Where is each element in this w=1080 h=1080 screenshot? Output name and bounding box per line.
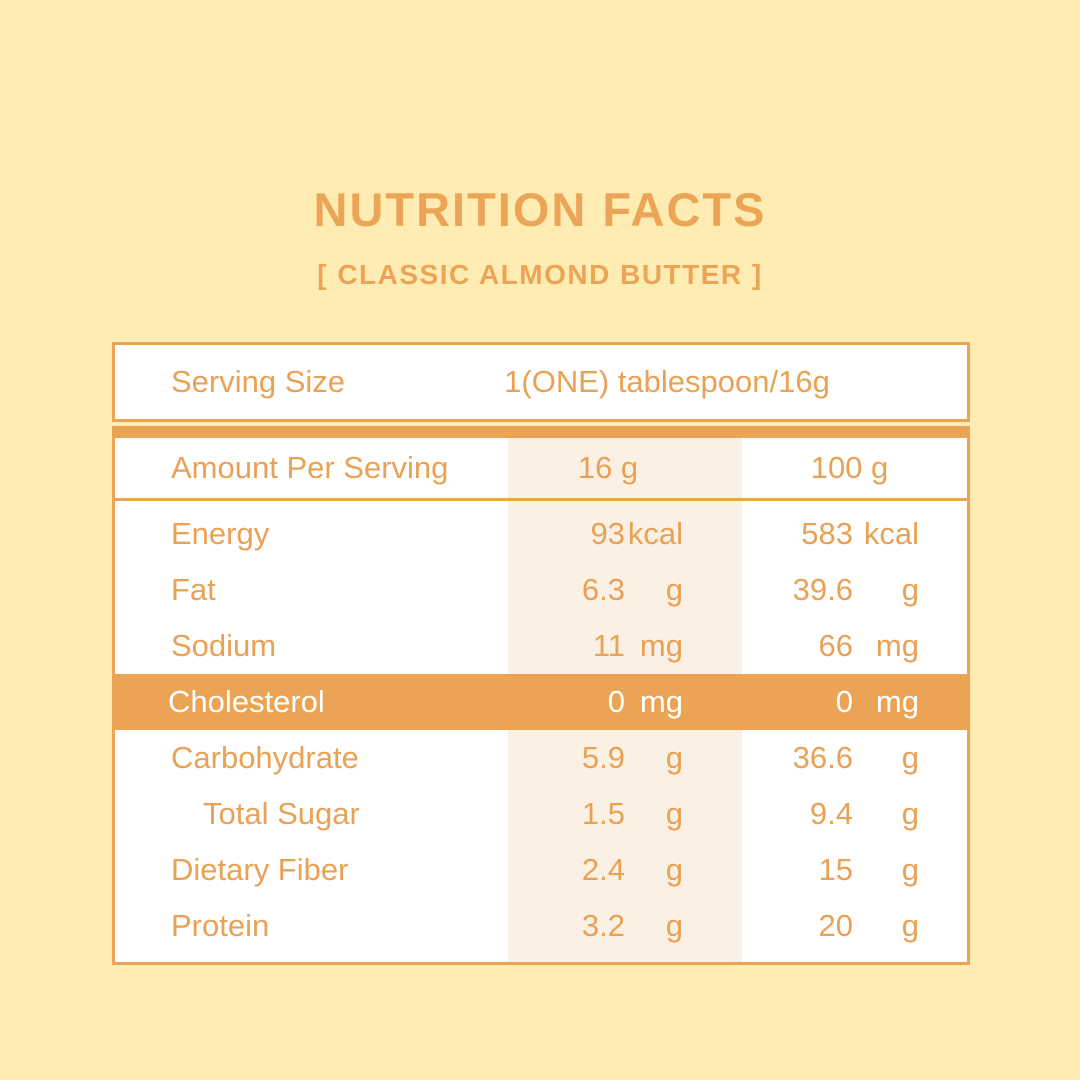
nutrition-label-card: Serving Size 1(ONE) tablespoon/16g Amoun… bbox=[112, 342, 970, 965]
unit-100g: mg bbox=[875, 628, 919, 663]
amount-100g: 15 bbox=[818, 852, 853, 887]
amount-16g: 3.2 bbox=[581, 908, 625, 943]
nutrient-label: Sodium bbox=[171, 628, 277, 663]
amount-100g: 583 bbox=[801, 516, 853, 551]
nutrient-label: Energy bbox=[171, 516, 270, 551]
value-per-16g: 6.3 g bbox=[508, 572, 742, 608]
page-title: NUTRITION FACTS bbox=[313, 183, 767, 236]
table-row: Sodium 11 mg 66 mg bbox=[115, 618, 967, 674]
value-per-16g: 93 kcal bbox=[508, 516, 742, 552]
unit-100g: mg bbox=[875, 684, 919, 719]
unit-100g: g bbox=[901, 852, 919, 887]
thick-divider bbox=[112, 426, 970, 435]
column-header-row: Amount Per Serving 16 g 100 g bbox=[115, 438, 967, 501]
nutrient-label: Total Sugar bbox=[203, 796, 360, 831]
unit-16g: g bbox=[665, 908, 683, 943]
amount-16g: 0 bbox=[607, 684, 625, 719]
table-row: Carbohydrate 5.9 g 36.6 g bbox=[115, 730, 967, 786]
amount-100g: 66 bbox=[818, 628, 853, 663]
column-header-100g: 100 g bbox=[810, 450, 889, 485]
value-per-100g: 9.4 g bbox=[742, 796, 963, 832]
unit-16g: mg bbox=[639, 684, 683, 719]
serving-size-value: 1(ONE) tablespoon/16g bbox=[504, 364, 830, 399]
header-block: NUTRITION FACTS [ CLASSIC ALMOND BUTTER … bbox=[0, 186, 1080, 291]
nutrition-rows: Energy 93 kcal 583 kcal Fat 6.3 g 39.6 g… bbox=[112, 501, 970, 962]
value-per-16g: 2.4 g bbox=[508, 852, 742, 888]
value-per-100g: 0 mg bbox=[742, 684, 963, 720]
amount-16g: 93 bbox=[590, 516, 625, 551]
value-per-16g: 11 mg bbox=[508, 628, 742, 664]
value-per-100g: 36.6 g bbox=[742, 740, 963, 776]
amount-16g: 11 bbox=[592, 628, 625, 663]
amount-100g: 36.6 bbox=[792, 740, 853, 775]
unit-100g: g bbox=[901, 796, 919, 831]
amount-16g: 5.9 bbox=[581, 740, 625, 775]
amount-16g: 2.4 bbox=[581, 852, 625, 887]
column-header-16g: 16 g bbox=[577, 450, 639, 485]
amount-16g: 6.3 bbox=[581, 572, 625, 607]
unit-16g: mg bbox=[639, 628, 683, 663]
serving-size-row: Serving Size 1(ONE) tablespoon/16g bbox=[112, 342, 970, 422]
unit-16g: g bbox=[665, 852, 683, 887]
unit-100g: g bbox=[901, 908, 919, 943]
table-row: Total Sugar 1.5 g 9.4 g bbox=[115, 786, 967, 842]
value-per-100g: 66 mg bbox=[742, 628, 963, 664]
unit-16g: g bbox=[665, 740, 683, 775]
unit-100g: g bbox=[901, 740, 919, 775]
nutrient-label: Protein bbox=[171, 908, 270, 943]
nutrient-label: Dietary Fiber bbox=[171, 852, 349, 887]
nutrition-table: Amount Per Serving 16 g 100 g Energy 93 … bbox=[112, 435, 970, 965]
amount-16g: 1.5 bbox=[581, 796, 625, 831]
unit-100g: g bbox=[901, 572, 919, 607]
value-per-16g: 3.2 g bbox=[508, 908, 742, 944]
amount-per-serving-label: Amount Per Serving bbox=[171, 450, 449, 485]
unit-100g: kcal bbox=[863, 516, 919, 551]
serving-size-label: Serving Size bbox=[171, 364, 346, 399]
value-per-16g: 5.9 g bbox=[508, 740, 742, 776]
table-row: Dietary Fiber 2.4 g 15 g bbox=[115, 842, 967, 898]
amount-100g: 9.4 bbox=[809, 796, 853, 831]
unit-16g: kcal bbox=[627, 516, 683, 551]
page-subtitle: [ CLASSIC ALMOND BUTTER ] bbox=[317, 259, 763, 290]
amount-100g: 0 bbox=[835, 684, 853, 719]
table-row: Fat 6.3 g 39.6 g bbox=[115, 562, 967, 618]
table-row: Cholesterol 0 mg 0 mg bbox=[112, 674, 970, 730]
value-per-100g: 39.6 g bbox=[742, 572, 963, 608]
amount-100g: 20 bbox=[818, 908, 853, 943]
amount-100g: 39.6 bbox=[792, 572, 853, 607]
nutrient-label: Fat bbox=[171, 572, 216, 607]
unit-16g: g bbox=[665, 572, 683, 607]
value-per-16g: 0 mg bbox=[508, 684, 742, 720]
value-per-100g: 15 g bbox=[742, 852, 963, 888]
table-row: Energy 93 kcal 583 kcal bbox=[115, 506, 967, 562]
nutrient-label: Cholesterol bbox=[168, 684, 325, 719]
unit-16g: g bbox=[665, 796, 683, 831]
nutrient-label: Carbohydrate bbox=[171, 740, 359, 775]
value-per-100g: 583 kcal bbox=[742, 516, 963, 552]
value-per-100g: 20 g bbox=[742, 908, 963, 944]
value-per-16g: 1.5 g bbox=[508, 796, 742, 832]
table-row: Protein 3.2 g 20 g bbox=[115, 898, 967, 954]
